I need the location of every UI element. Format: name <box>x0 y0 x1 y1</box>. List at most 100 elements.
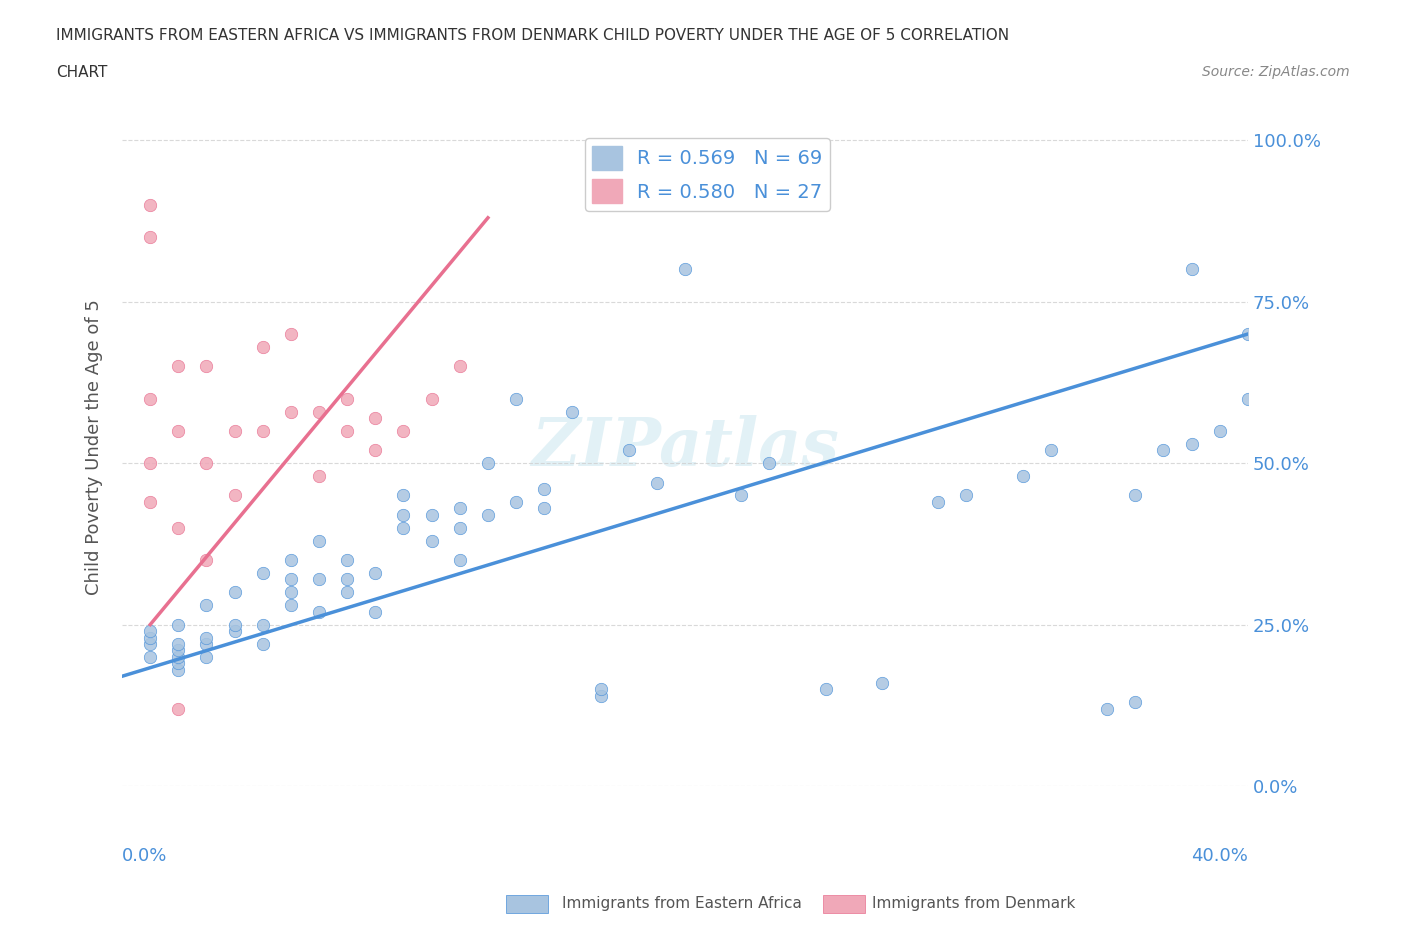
Point <box>730 488 752 503</box>
Point <box>167 701 190 716</box>
Point <box>308 404 330 418</box>
Point <box>420 392 443 406</box>
Point <box>955 488 977 503</box>
Point <box>308 604 330 619</box>
Point <box>195 552 218 567</box>
Point <box>420 508 443 523</box>
Point <box>1180 436 1202 451</box>
Point <box>420 533 443 548</box>
Point <box>758 456 780 471</box>
Point <box>167 520 190 535</box>
Point <box>392 488 415 503</box>
Point <box>449 552 471 567</box>
Point <box>139 230 162 245</box>
Point <box>139 624 162 639</box>
Point <box>195 631 218 645</box>
Text: Immigrants from Eastern Africa: Immigrants from Eastern Africa <box>562 897 803 911</box>
Point <box>167 649 190 664</box>
Point <box>533 501 555 516</box>
Point <box>336 572 359 587</box>
Point <box>167 423 190 438</box>
Point <box>167 359 190 374</box>
Point <box>589 688 612 703</box>
Point <box>673 262 696 277</box>
Point <box>336 423 359 438</box>
Text: ZIPatlas: ZIPatlas <box>531 415 839 480</box>
Point <box>1152 443 1174 458</box>
Point <box>195 359 218 374</box>
Point <box>224 618 246 632</box>
Point <box>195 636 218 651</box>
Point <box>167 636 190 651</box>
Point <box>280 326 302 341</box>
Point <box>589 682 612 697</box>
Point <box>392 508 415 523</box>
Point <box>1180 262 1202 277</box>
Text: Immigrants from Denmark: Immigrants from Denmark <box>872 897 1076 911</box>
Point <box>308 572 330 587</box>
Point <box>280 598 302 613</box>
Text: CHART: CHART <box>56 65 108 80</box>
Point <box>1237 326 1260 341</box>
Point <box>1095 701 1118 716</box>
Point <box>167 618 190 632</box>
Point <box>139 495 162 510</box>
Point <box>195 649 218 664</box>
Point <box>252 423 274 438</box>
Text: 0.0%: 0.0% <box>122 847 167 865</box>
Point <box>308 533 330 548</box>
Point <box>139 392 162 406</box>
Point <box>252 339 274 354</box>
Point <box>1011 469 1033 484</box>
Point <box>645 475 668 490</box>
Point <box>364 443 387 458</box>
Legend: R = 0.569   N = 69, R = 0.580   N = 27: R = 0.569 N = 69, R = 0.580 N = 27 <box>585 138 830 211</box>
Point <box>195 456 218 471</box>
Point <box>477 456 499 471</box>
Point <box>280 585 302 600</box>
Point <box>167 643 190 658</box>
Point <box>224 624 246 639</box>
Point <box>449 501 471 516</box>
Point <box>1039 443 1062 458</box>
Point <box>139 631 162 645</box>
Point <box>561 404 583 418</box>
Point <box>308 469 330 484</box>
Point <box>336 585 359 600</box>
Point <box>1208 423 1230 438</box>
Y-axis label: Child Poverty Under the Age of 5: Child Poverty Under the Age of 5 <box>86 299 103 595</box>
Point <box>224 423 246 438</box>
Point <box>139 649 162 664</box>
Point <box>449 359 471 374</box>
Point <box>167 656 190 671</box>
Point <box>167 662 190 677</box>
Point <box>224 585 246 600</box>
Point <box>280 572 302 587</box>
Point <box>139 456 162 471</box>
Point <box>505 392 527 406</box>
Point <box>617 443 640 458</box>
Point <box>252 636 274 651</box>
Point <box>252 565 274 580</box>
Point <box>927 495 949 510</box>
Point <box>139 636 162 651</box>
Point <box>505 495 527 510</box>
Point <box>195 598 218 613</box>
Point <box>392 520 415 535</box>
Point <box>364 410 387 425</box>
Text: Source: ZipAtlas.com: Source: ZipAtlas.com <box>1202 65 1350 79</box>
Point <box>364 565 387 580</box>
Point <box>224 488 246 503</box>
Point <box>1123 695 1146 710</box>
Point <box>1123 488 1146 503</box>
Point <box>449 520 471 535</box>
Point <box>364 604 387 619</box>
Text: IMMIGRANTS FROM EASTERN AFRICA VS IMMIGRANTS FROM DENMARK CHILD POVERTY UNDER TH: IMMIGRANTS FROM EASTERN AFRICA VS IMMIGR… <box>56 28 1010 43</box>
Point <box>336 552 359 567</box>
Point <box>336 392 359 406</box>
Point <box>1237 392 1260 406</box>
Point <box>252 618 274 632</box>
Point <box>814 682 837 697</box>
Point <box>533 482 555 497</box>
Point <box>139 197 162 212</box>
